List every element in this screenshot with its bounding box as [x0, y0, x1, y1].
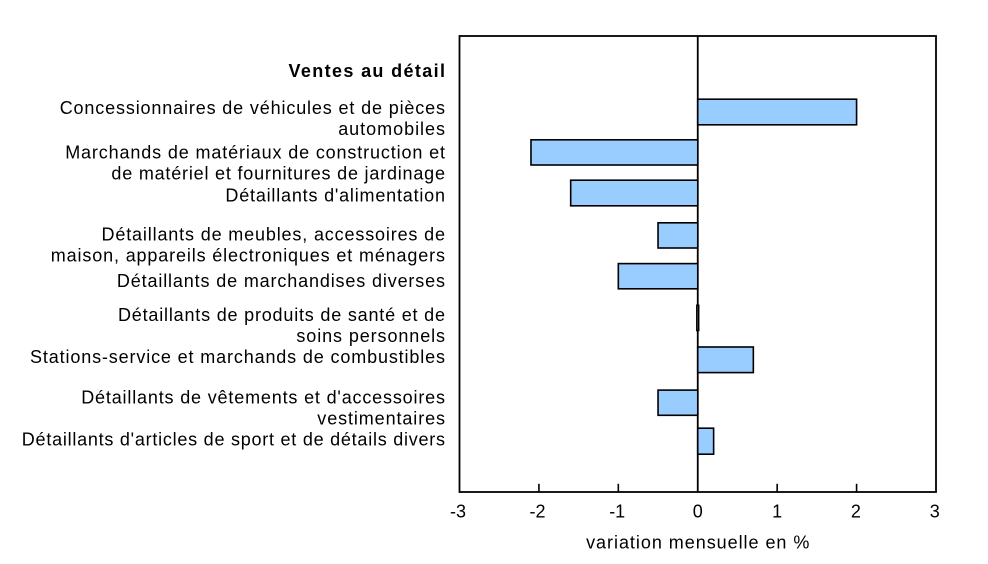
svg-text:1: 1 — [772, 502, 782, 522]
svg-text:soins personnels: soins personnels — [296, 326, 445, 346]
svg-text:maison, appareils électronique: maison, appareils électroniques et ménag… — [51, 245, 445, 265]
svg-text:0: 0 — [693, 502, 703, 522]
svg-text:Détaillants d'articles de spor: Détaillants d'articles de sport et de dé… — [22, 430, 445, 450]
svg-text:-1: -1 — [609, 502, 625, 522]
svg-text:automobiles: automobiles — [338, 119, 445, 139]
svg-text:-2: -2 — [529, 502, 545, 522]
svg-text:de matériel et fournitures de: de matériel et fournitures de jardinage — [111, 163, 445, 183]
svg-text:Concessionnaires de véhicules: Concessionnaires de véhicules et de pièc… — [60, 98, 445, 118]
svg-text:Détaillants de produits de san: Détaillants de produits de santé et de — [118, 305, 445, 325]
svg-text:Marchands de matériaux de cons: Marchands de matériaux de construction e… — [65, 142, 445, 162]
svg-text:vestimentaires: vestimentaires — [317, 409, 445, 429]
svg-text:Détaillants d'alimentation: Détaillants d'alimentation — [225, 186, 445, 206]
svg-text:Détaillants de meubles, access: Détaillants de meubles, accessoires de — [102, 225, 446, 245]
svg-text:variation mensuelle en %: variation mensuelle en % — [586, 533, 809, 553]
svg-text:2: 2 — [851, 502, 861, 522]
svg-text:Stations-service et marchands: Stations-service et marchands de combust… — [30, 347, 445, 367]
svg-text:Détaillants de marchandises di: Détaillants de marchandises diverses — [117, 271, 445, 291]
svg-text:Ventes au détail: Ventes au détail — [289, 61, 446, 81]
svg-text:3: 3 — [930, 502, 940, 522]
svg-text:Détaillants de vêtements et d': Détaillants de vêtements et d'accessoire… — [81, 388, 445, 408]
svg-text:-3: -3 — [450, 502, 466, 522]
